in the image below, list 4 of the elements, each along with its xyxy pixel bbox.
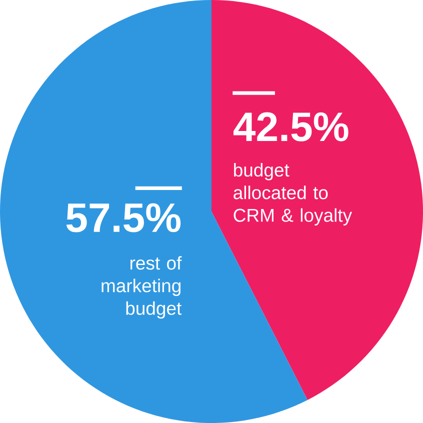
data-label: 57.5%: [66, 203, 181, 232]
data-label: 42.5%: [233, 112, 348, 142]
slice-label: rest of marketing budget: [102, 256, 182, 319]
slice-label: budget allocated to CRM & loyalty: [234, 163, 352, 226]
